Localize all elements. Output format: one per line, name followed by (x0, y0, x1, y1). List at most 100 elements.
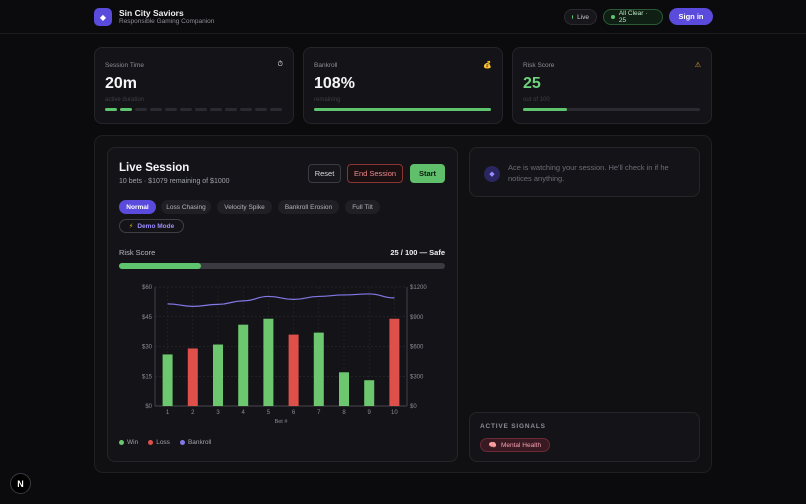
brain-icon: 🧠 (488, 442, 497, 449)
session-subtitle: 10 bets · $1079 remaining of $1000 (119, 178, 230, 185)
risk-bar-fill (523, 108, 568, 111)
stat-label: Bankroll (314, 62, 338, 69)
risk-score-value: 25 / 100 — Safe (390, 248, 445, 257)
bar-loss-2 (187, 348, 198, 406)
bar-loss-6 (288, 334, 299, 406)
y-left-tick-label: $15 (142, 374, 153, 380)
ace-message-card: ◆ Ace is watching your session. He'll ch… (469, 147, 700, 197)
warning-icon: ⚠ (694, 62, 701, 69)
legend-label: Bankroll (187, 439, 212, 446)
bankroll-bar-fill (314, 108, 491, 111)
x-tick-label: 6 (292, 410, 296, 416)
legend-label: Win (127, 439, 139, 446)
risk-bar (523, 108, 700, 111)
stat-sub: remaining (314, 97, 341, 103)
legend-item-loss: Loss (148, 439, 170, 446)
x-tick-label: 5 (267, 410, 271, 416)
x-tick-label: 2 (191, 410, 195, 416)
progress-segment (270, 108, 282, 111)
progress-segment (225, 108, 237, 111)
diamond-icon[interactable]: ◆ (94, 8, 112, 26)
demo-mode-label: Demo Mode (137, 222, 175, 230)
mode-chip-full-tilt[interactable]: Full Tilt (345, 200, 380, 214)
bar-win-7 (313, 332, 324, 406)
x-tick-label: 8 (342, 410, 346, 416)
mode-chip-velocity-spike[interactable]: Velocity Spike (217, 200, 272, 214)
dev-badge[interactable]: N (10, 473, 31, 494)
bar-win-5 (263, 318, 274, 406)
progress-segment (135, 108, 147, 111)
active-signals-card: ACTIVE SIGNALS 🧠 Mental Health (469, 412, 700, 462)
signal-label: Mental Health (500, 441, 542, 449)
progress-segment (240, 108, 252, 111)
bankroll-bar (314, 108, 491, 111)
bar-win-3 (213, 344, 223, 406)
app-title: Sin City Saviors (119, 8, 184, 18)
x-axis-label: Bet # (275, 419, 289, 425)
reset-button[interactable]: Reset (308, 164, 341, 183)
status-label: All Clear · 25 (618, 10, 648, 24)
bolt-icon: ⚡ (128, 223, 134, 230)
y-left-tick-label: $45 (142, 315, 153, 321)
bankroll-card: Bankroll 💰 108% remaining (303, 47, 503, 124)
mode-chip-bankroll-erosion[interactable]: Bankroll Erosion (278, 200, 339, 214)
live-session-card (107, 147, 458, 462)
app-subtitle: Responsible Gaming Companion (119, 18, 215, 25)
legend-dot-icon (148, 440, 154, 445)
signals-title: ACTIVE SIGNALS (480, 423, 546, 430)
y-right-tick-label: $900 (410, 315, 424, 321)
mode-chip-normal[interactable]: Normal (119, 200, 156, 214)
signal-chip-mental-health[interactable]: 🧠 Mental Health (480, 438, 550, 452)
progress-segment (195, 108, 207, 111)
bar-win-9 (364, 380, 375, 406)
y-left-tick-label: $60 (142, 285, 153, 291)
y-right-tick-label: $300 (410, 374, 424, 380)
chart-legend: Win Loss Bankroll (119, 439, 211, 446)
status-dot-icon (611, 15, 615, 19)
y-left-tick-label: $30 (142, 345, 153, 351)
end-session-button[interactable]: End Session (347, 164, 403, 183)
live-label: Live (577, 13, 589, 21)
x-tick-label: 7 (317, 410, 321, 416)
x-tick-label: 9 (368, 410, 372, 416)
session-progress-segments (105, 108, 282, 111)
y-right-tick-label: $0 (410, 404, 417, 410)
risk-score-label: Risk Score (119, 248, 156, 257)
sign-in-button[interactable]: Sign in (669, 8, 713, 25)
legend-dot-icon (119, 440, 124, 445)
stat-sub: active duration (105, 97, 145, 103)
top-bar: ◆ Sin City Saviors Responsible Gaming Co… (0, 0, 806, 34)
money-bag-icon: 💰 (483, 62, 492, 69)
progress-segment (210, 108, 222, 111)
mode-chip-loss-chasing[interactable]: Loss Chasing (161, 200, 211, 214)
risk-score-bar (119, 263, 445, 269)
stat-label: Risk Score (523, 62, 555, 69)
status-badge: All Clear · 25 (603, 9, 663, 25)
progress-segment (120, 108, 132, 111)
x-tick-label: 3 (216, 410, 220, 416)
clock-icon: ⏱ (277, 61, 283, 68)
start-button[interactable]: Start (410, 164, 445, 183)
progress-segment (105, 108, 117, 111)
risk-score-card: Risk Score ⚠ 25 out of 100 (512, 47, 712, 124)
bar-win-4 (238, 324, 249, 406)
risk-score-bar-fill (119, 263, 201, 269)
bankroll-line (167, 293, 395, 307)
demo-mode-button[interactable]: ⚡ Demo Mode (119, 219, 184, 233)
x-tick-label: 10 (391, 410, 398, 416)
session-title: Live Session (119, 162, 190, 174)
ace-message: Ace is watching your session. He'll chec… (508, 163, 669, 183)
progress-segment (255, 108, 267, 111)
x-tick-label: 1 (166, 410, 170, 416)
session-time-card: Session Time ⏱ 20m active duration (94, 47, 294, 124)
bar-win-1 (162, 354, 173, 406)
y-left-tick-label: $0 (145, 404, 152, 410)
progress-segment (150, 108, 162, 111)
diamond-icon: ◆ (484, 166, 500, 182)
y-right-tick-label: $1200 (410, 285, 427, 291)
bar-loss-10 (389, 318, 400, 406)
progress-segment (180, 108, 192, 111)
legend-dot-icon (179, 440, 185, 445)
progress-segment (165, 108, 177, 111)
legend-item-bankroll: Bankroll (179, 439, 212, 446)
